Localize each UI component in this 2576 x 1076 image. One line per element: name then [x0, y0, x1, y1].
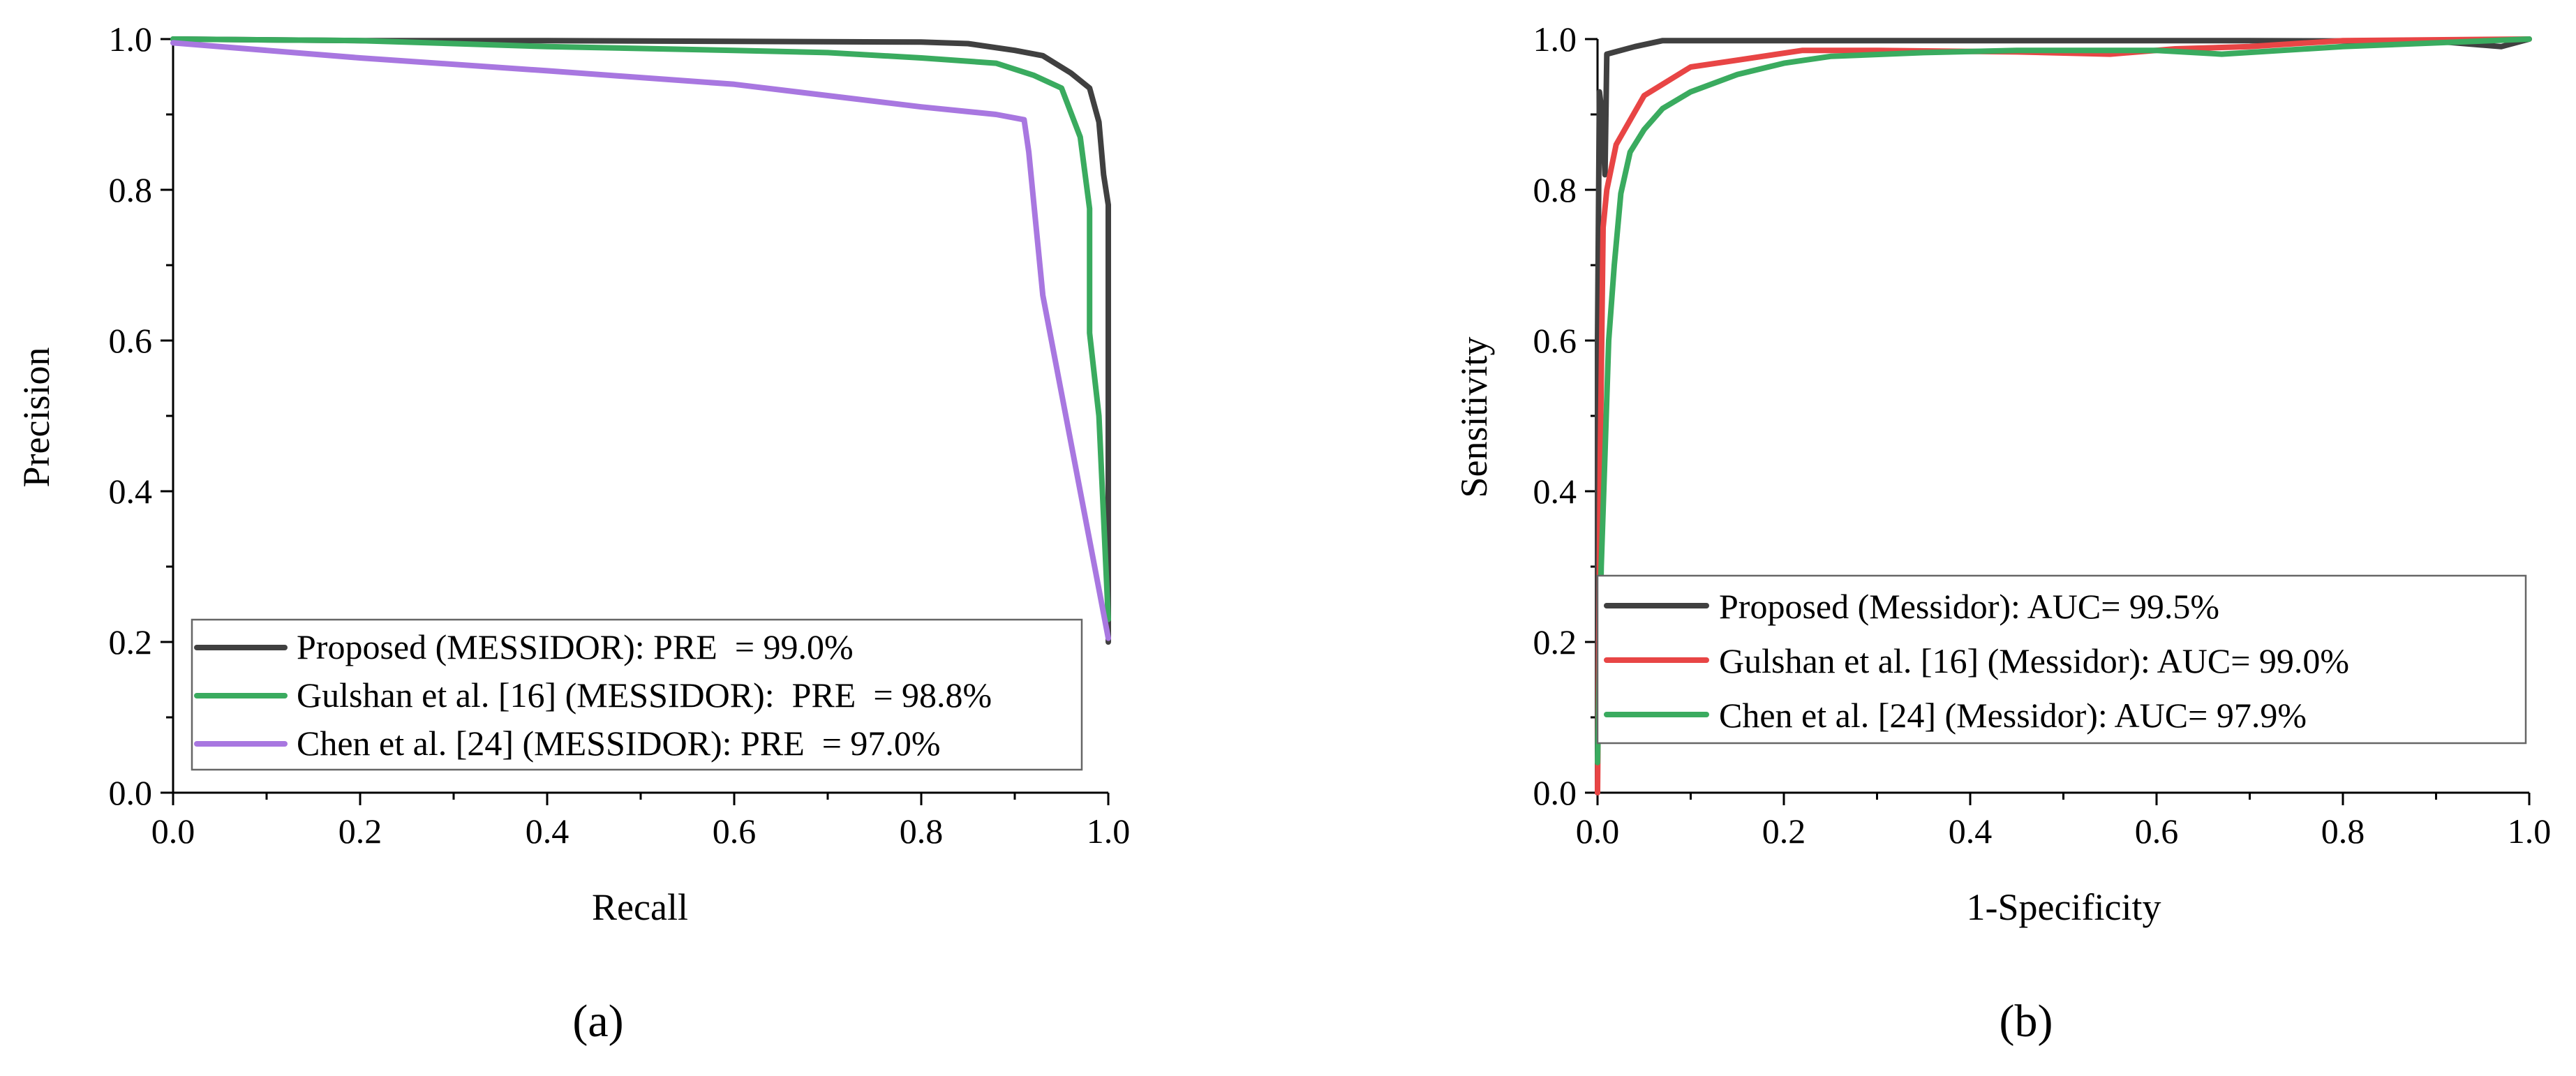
panel-b-legend-label-proposed: Proposed (Messidor): AUC= 99.5% [1719, 587, 2219, 626]
panel-a-pr-curve: 0.0 0.2 0.4 0.6 0.8 1.0 0.0 0.2 0.4 0.6 0.8 1.0 Rec… [15, 20, 1130, 1047]
panel-b-x-tick-label: 0.0 [1576, 812, 1620, 851]
panel-a-y-tick-label: 0.6 [109, 321, 153, 360]
panel-a-legend-label-proposed: Proposed (MESSIDOR): PRE = 99.0% [297, 627, 854, 666]
panel-a-x-axis-label: Recall [592, 886, 688, 928]
panel-b-y-tick-label: 0.0 [1533, 773, 1577, 812]
panel-b-x-tick-label: 1.0 [2508, 812, 2552, 851]
panel-b-y-tick-label: 1.0 [1533, 20, 1577, 59]
panel-b-y-tick-label: 0.8 [1533, 170, 1577, 209]
panel-a-series-line-2 [170, 40, 1111, 641]
panel-b-series-line-1 [1595, 36, 2532, 795]
panel-a-legend-label-chen: Chen et al. [24] (MESSIDOR): PRE = 97.0% [297, 724, 941, 763]
panel-b-y-tick-label: 0.6 [1533, 321, 1577, 360]
panel-a-series [170, 36, 1111, 645]
panel-b-roc-curve: 0.0 0.2 0.4 0.6 0.8 1.0 0.0 0.2 0.4 0.6 0.8 1.0 1-S… [1453, 20, 2551, 1047]
panel-b-x-tick-label: 0.4 [1949, 812, 1993, 851]
panel-a-x-tick-label: 1.0 [1087, 812, 1131, 851]
panel-b-ticks [1585, 38, 2531, 805]
panel-b-series [1595, 36, 2532, 795]
panel-a-y-tick-label: 1.0 [109, 20, 153, 59]
panel-a-tick-labels: 0.0 0.2 0.4 0.6 0.8 1.0 0.0 0.2 0.4 0.6 0.8 1.0 [109, 20, 1131, 851]
panel-b-legend-label-gulshan: Gulshan et al. [16] (Messidor): AUC= 99.… [1719, 641, 2349, 680]
panel-a-series-line-0 [170, 36, 1111, 645]
panel-a-caption: (a) [572, 996, 623, 1047]
panel-a-x-tick-label: 0.4 [526, 812, 569, 851]
panel-a-legend: Proposed (MESSIDOR): PRE = 99.0% Gulshan… [191, 618, 1083, 771]
panel-b-y-tick-label: 0.2 [1533, 622, 1577, 662]
panel-a-y-tick-label: 0.0 [109, 773, 153, 812]
panel-a-y-axis-label: Precision [15, 348, 57, 488]
panel-b-x-axis-label: 1-Specificity [1967, 886, 2161, 928]
panel-b-tick-labels: 0.0 0.2 0.4 0.6 0.8 1.0 0.0 0.2 0.4 0.6 0.8 1.0 [1533, 20, 2552, 851]
panel-a-x-tick-label: 0.0 [151, 812, 195, 851]
panel-b-y-axis-label: Sensitivity [1453, 336, 1495, 498]
panel-b-x-tick-label: 0.8 [2321, 812, 2365, 851]
panel-b-x-tick-label: 0.2 [1762, 812, 1806, 851]
panel-a-y-tick-label: 0.4 [109, 472, 153, 511]
panel-a-x-tick-label: 0.2 [338, 812, 382, 851]
panel-a-y-tick-label: 0.2 [109, 622, 153, 662]
panel-b-x-tick-label: 0.6 [2135, 812, 2179, 851]
panel-a-ticks [161, 38, 1110, 805]
panel-b-series-line-2 [1595, 36, 2532, 765]
panel-a-legend-label-gulshan: Gulshan et al. [16] (MESSIDOR): PRE = 98… [297, 675, 992, 715]
panel-a-y-tick-label: 0.8 [109, 170, 153, 209]
panel-b-legend-label-chen: Chen et al. [24] (Messidor): AUC= 97.9% [1719, 696, 2307, 735]
panel-b-caption: (b) [2000, 996, 2053, 1047]
panel-a-x-tick-label: 0.8 [900, 812, 944, 851]
panel-a-series-line-1 [170, 36, 1111, 622]
panel-b-legend-box [1596, 574, 2527, 745]
panel-b-y-tick-label: 0.4 [1533, 472, 1577, 511]
panel-a-legend-box [191, 618, 1083, 771]
panel-b-legend: Proposed (Messidor): AUC= 99.5% Gulshan … [1596, 574, 2527, 745]
panel-a-x-tick-label: 0.6 [713, 812, 757, 851]
